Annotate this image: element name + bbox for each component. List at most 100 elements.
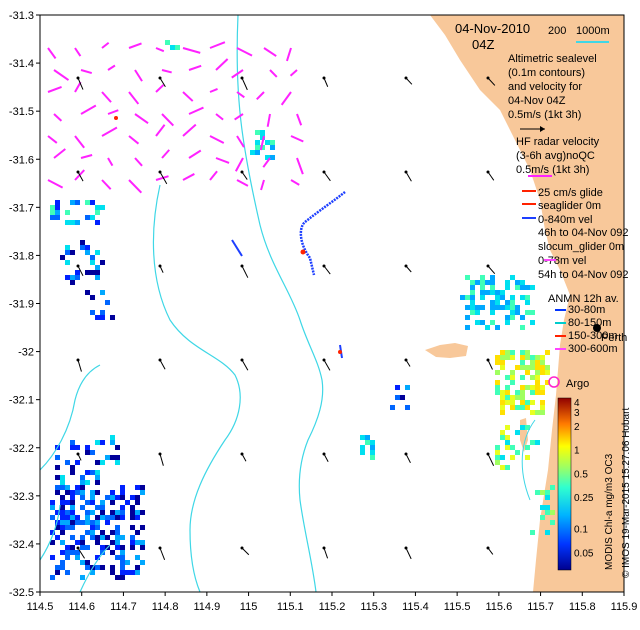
chl-pixel [475,305,480,310]
hf-arrow [260,179,265,191]
chl-pixel [485,290,490,295]
altimetry-arrow [77,547,85,559]
chl-pixel [95,555,100,560]
chl-pixel [505,280,510,285]
chl-pixel [505,350,510,355]
chl-pixel [370,445,375,450]
chl-pixel [505,355,510,360]
chl-pixel [95,250,100,255]
hf-arrow [80,69,93,75]
chl-pixel [100,545,105,550]
chl-pixel [530,385,535,390]
chl-pixel [50,515,55,520]
chl-pixel [115,530,120,535]
chl-pixel [545,380,550,385]
chl-pixel [50,500,55,505]
chl-pixel [525,370,530,375]
chl-pixel [510,315,515,320]
chl-pixel [55,200,60,205]
chl-pixel [110,550,115,555]
chl-pixel [265,140,270,145]
y-tick-label: -31.7 [9,202,34,214]
glider-legend-line: slocum_glider 0m [538,241,624,253]
chl-pixel [115,515,120,520]
chl-pixel [530,355,535,360]
chl-pixel [60,540,65,545]
chl-pixel [140,490,145,495]
chl-pixel [100,535,105,540]
chl-pixel [505,300,510,305]
chl-pixel [500,355,505,360]
chl-pixel [110,515,115,520]
hf-arrow [231,69,244,79]
chl-pixel [535,355,540,360]
y-tick-label: -32.1 [9,395,34,407]
chl-pixel [510,350,515,355]
chl-pixel [490,290,495,295]
chl-pixel [540,410,545,415]
altimetry-legend-line: Altimetric sealevel [508,53,597,65]
y-tick-label: -32.5 [9,587,34,599]
chl-pixel [100,310,105,315]
chl-pixel [55,465,60,470]
chl-pixel [495,300,500,305]
chl-pixel [65,545,70,550]
y-tick-label: -31.4 [9,58,34,70]
chl-pixel [80,490,85,495]
chl-pixel [510,375,515,380]
chl-pixel [70,535,75,540]
hf-arrow [107,64,116,71]
colorbar-label: 4 [574,398,580,409]
hf-arrow [161,69,172,74]
chl-pixel [515,405,520,410]
chl-pixel [60,475,65,480]
chl-pixel [70,515,75,520]
chl-pixel [530,320,535,325]
chl-pixel [525,350,530,355]
altimetry-arrow [77,77,84,90]
hf-arrow [128,179,143,194]
altimetry-arrow [77,265,84,277]
chl-pixel [85,290,90,295]
colorbar-label: 0.05 [574,548,594,559]
chl-pixel [95,470,100,475]
hf-arrow [236,47,253,57]
chl-pixel [520,385,525,390]
chl-pixel [545,350,550,355]
hf-arrow [256,91,265,100]
hf-arrow [155,47,165,53]
altimetry-arrow [487,453,495,466]
chl-pixel [100,500,105,505]
chl-pixel [505,440,510,445]
chl-pixel [70,550,75,555]
chl-pixel [535,385,540,390]
chl-pixel [400,395,405,400]
chl-pixel [475,310,480,315]
chl-pixel [100,205,105,210]
chl-pixel [360,450,365,455]
contour-line [236,15,324,592]
chl-pixel [505,375,510,380]
contour-line [40,364,101,471]
altimetry-arrow [405,453,411,464]
chl-pixel [470,290,475,295]
chl-pixel [540,490,545,495]
altimetry-legend-line: 04-Nov 04Z [508,95,566,107]
chl-pixel [70,510,75,515]
chl-pixel [110,495,115,500]
altimetry-arrow [77,171,84,182]
chl-pixel [505,445,510,450]
anmn-title: ANMN 12h av. [548,293,619,305]
chl-pixel [70,525,75,530]
chl-pixel [95,440,100,445]
x-tick-label: 115.7 [527,601,554,613]
chl-pixel [550,520,555,525]
chl-pixel [100,440,105,445]
chl-pixel [80,535,85,540]
chl-pixel [505,320,510,325]
chl-pixel [505,385,510,390]
chl-pixel [530,375,535,380]
chl-pixel [510,400,515,405]
x-axis: 114.5 114.6 114.7 114.8 114.9 115 115.1 115.2 11… [27,592,637,613]
rottnest-island [425,343,468,358]
